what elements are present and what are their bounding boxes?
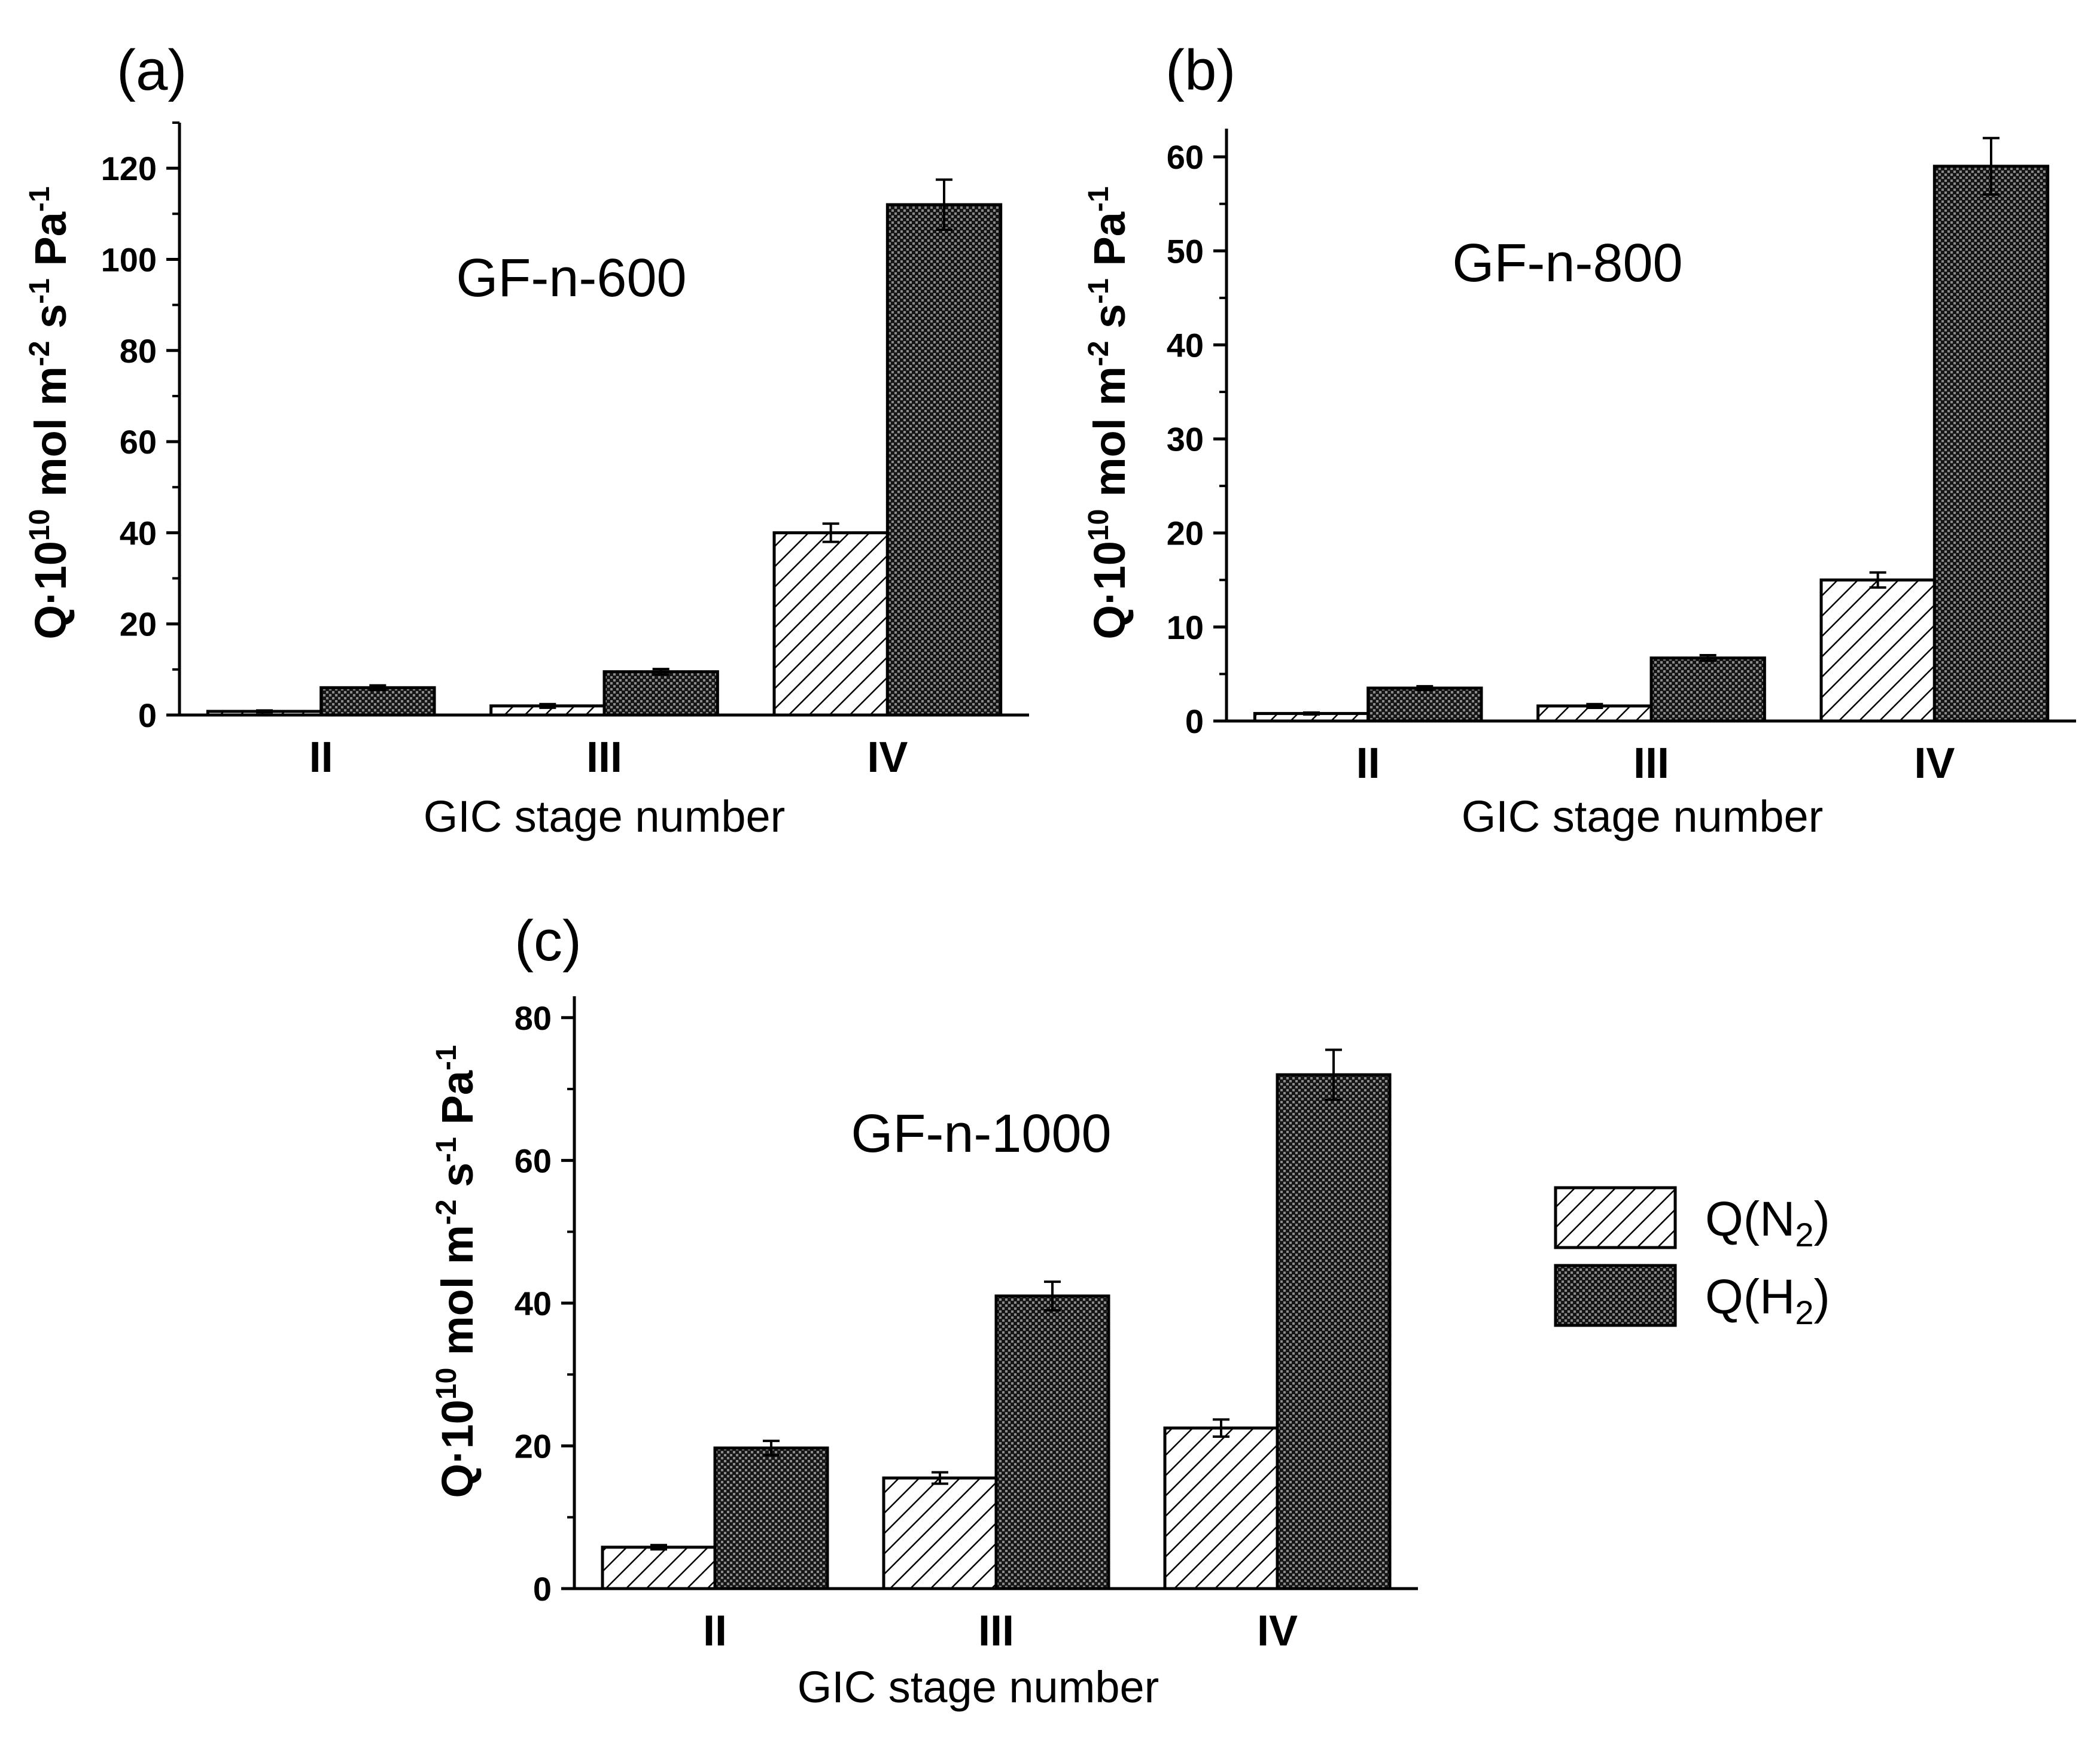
error-bar-h2-c xyxy=(1044,1280,1061,1312)
error-bar-n2-c xyxy=(650,1544,667,1551)
category-label-a: III xyxy=(586,734,622,781)
bar-n2-c xyxy=(601,1546,717,1590)
panel-label-a: (a) xyxy=(117,38,187,102)
y-tick-label-b: 30 xyxy=(1167,421,1204,458)
legend-swatch-h2 xyxy=(1554,1264,1677,1327)
bar-n2-a xyxy=(772,531,889,717)
y-tick-label-b: 50 xyxy=(1167,232,1204,270)
y-tick-label-a: 60 xyxy=(120,423,157,461)
y-tick-label-a: 100 xyxy=(101,241,157,278)
chart-title-c: GF-n-1000 xyxy=(851,1104,1111,1164)
y-axis-label-a: Q·1010 mol m-2 s-1 Pa-1 xyxy=(24,186,75,639)
category-label-c: IV xyxy=(1257,1607,1298,1655)
legend: Q(N2) Q(H2) xyxy=(1554,1186,1830,1331)
error-bar-n2-c xyxy=(932,1471,948,1485)
y-tick-label-a: 120 xyxy=(101,150,157,187)
legend-swatch-n2 xyxy=(1554,1186,1677,1249)
error-bar-h2-a xyxy=(652,668,669,676)
y-axis-label-b: Q·1010 mol m-2 s-1 Pa-1 xyxy=(1083,186,1134,639)
x-axis-label-a: GIC stage number xyxy=(424,792,786,841)
category-label-a: II xyxy=(309,734,333,781)
y-tick-label-c: 80 xyxy=(515,999,552,1037)
bar-n2-c xyxy=(882,1476,998,1590)
bar-h2-c xyxy=(1276,1073,1392,1590)
legend-label-n2: Q(N2) xyxy=(1705,1192,1830,1254)
error-bar-h2-b xyxy=(1983,136,1999,196)
bar-h2-b xyxy=(1649,656,1766,723)
panel-label-c: (c) xyxy=(515,909,582,973)
y-tick-label-b: 40 xyxy=(1167,326,1204,364)
category-label-c: II xyxy=(703,1607,727,1655)
y-tick-label-c: 0 xyxy=(533,1570,552,1608)
y-tick-label-b: 10 xyxy=(1167,609,1204,646)
error-bar-h2-a xyxy=(369,684,386,692)
bar-h2-b xyxy=(1366,686,1483,723)
category-label-b: IV xyxy=(1914,740,1955,787)
bar-h2-c xyxy=(713,1446,829,1590)
error-bar-h2-b xyxy=(1416,685,1434,692)
y-tick-label-b: 20 xyxy=(1167,515,1204,552)
bar-h2-a xyxy=(319,686,436,717)
category-label-a: IV xyxy=(867,734,908,781)
y-tick-label-c: 60 xyxy=(515,1142,552,1179)
error-bar-h2-a xyxy=(936,178,952,231)
y-tick-label-a: 80 xyxy=(120,332,157,370)
bar-h2-b xyxy=(1932,165,2050,723)
chart-title-b: GF-n-800 xyxy=(1452,233,1682,293)
category-label-b: II xyxy=(1356,740,1380,787)
error-bar-n2-b xyxy=(1869,571,1886,589)
y-tick-label-b: 60 xyxy=(1167,138,1204,176)
chart-panel-a: (a) GF-n-600 GIC stage number Q·1010 mol… xyxy=(24,38,1029,841)
bar-h2-a xyxy=(885,203,1003,717)
error-bar-n2-c xyxy=(1213,1418,1229,1438)
y-tick-label-a: 40 xyxy=(120,514,157,552)
chart-panel-c: (c) GF-n-1000 GIC stage number Q·1010 mo… xyxy=(431,909,1418,1712)
panel-label-b: (b) xyxy=(1165,38,1235,102)
y-tick-label-c: 40 xyxy=(515,1285,552,1322)
category-label-c: III xyxy=(978,1607,1014,1655)
error-bar-n2-b xyxy=(1303,711,1320,716)
y-tick-label-b: 0 xyxy=(1185,702,1204,740)
bar-h2-c xyxy=(994,1294,1110,1590)
chart-panel-b: (b) GF-n-800 GIC stage number Q·1010 mol… xyxy=(1083,38,2076,841)
bar-n2-c xyxy=(1163,1426,1279,1590)
error-bar-h2-b xyxy=(1699,654,1716,662)
error-bar-n2-a xyxy=(256,709,273,714)
y-axis-label-c: Q·1010 mol m-2 s-1 Pa-1 xyxy=(431,1045,482,1498)
x-axis-label-b: GIC stage number xyxy=(1462,792,1824,841)
category-label-b: III xyxy=(1633,740,1669,787)
y-tick-label-a: 20 xyxy=(120,606,157,643)
error-bar-n2-a xyxy=(822,522,839,543)
error-bar-n2-b xyxy=(1586,702,1603,709)
x-axis-label-c: GIC stage number xyxy=(798,1662,1159,1712)
y-tick-label-c: 20 xyxy=(515,1427,552,1465)
bar-h2-a xyxy=(602,670,719,717)
y-tick-label-a: 0 xyxy=(138,696,157,734)
error-bar-h2-c xyxy=(1325,1048,1342,1101)
legend-label-h2: Q(H2) xyxy=(1705,1270,1830,1331)
chart-title-a: GF-n-600 xyxy=(456,248,686,308)
error-bar-h2-c xyxy=(763,1440,780,1456)
error-bar-n2-a xyxy=(539,702,556,709)
bar-n2-b xyxy=(1819,578,1936,723)
